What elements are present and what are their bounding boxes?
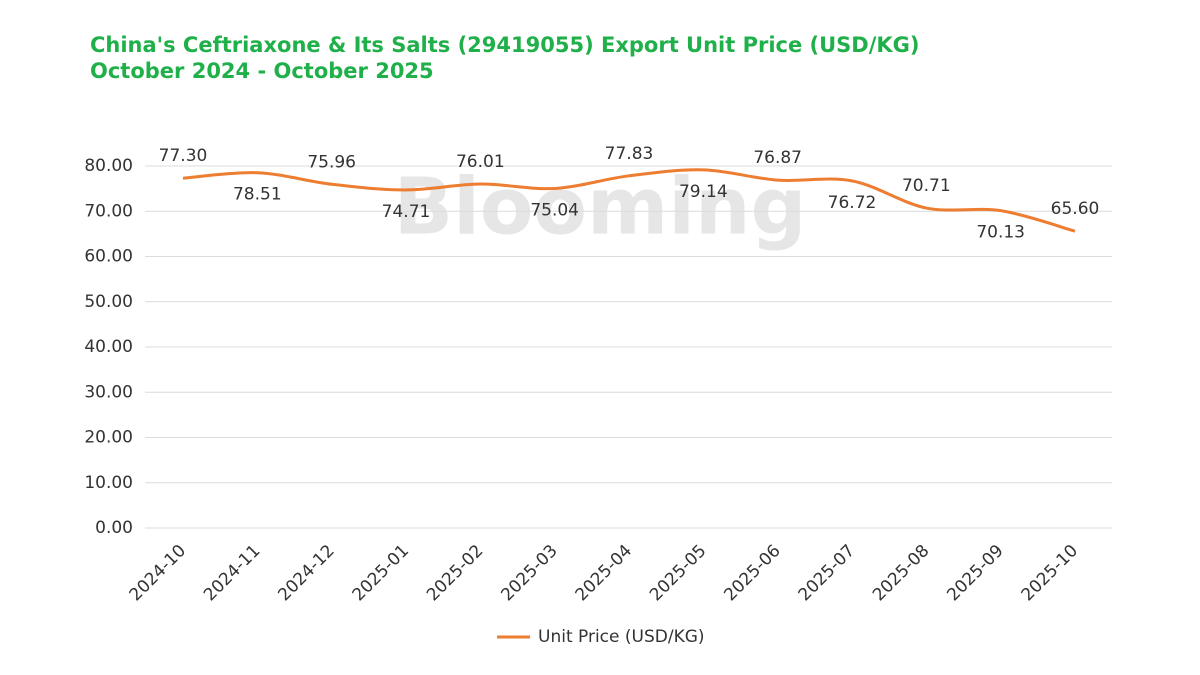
data-label: 70.13 [976, 223, 1025, 243]
data-label: 65.60 [1051, 199, 1100, 219]
chart-title: China's Ceftriaxone & Its Salts (2941905… [90, 33, 920, 57]
data-label: 79.14 [679, 182, 728, 202]
line [182, 168, 1076, 233]
x-tick-label: 2025-04 [572, 541, 636, 605]
x-tick-label: 2025-06 [720, 541, 784, 605]
y-tick-label: 30.00 [84, 382, 133, 402]
data-label: 78.51 [233, 185, 282, 205]
x-tick-label: 2025-03 [497, 541, 561, 605]
x-tick-label: 2025-02 [423, 541, 487, 605]
y-tick-label: 70.00 [84, 201, 133, 221]
y-tick-label: 40.00 [84, 337, 133, 357]
data-label: 76.01 [456, 152, 505, 172]
x-tick-label: 2025-10 [1018, 541, 1082, 605]
y-tick-label: 20.00 [84, 428, 133, 448]
watermark: Blooming [394, 162, 807, 252]
x-tick-label: 2024-11 [200, 541, 264, 605]
data-label: 77.83 [605, 144, 654, 164]
legend-label: Unit Price (USD/KG) [538, 627, 705, 647]
x-tick-label: 2024-10 [126, 541, 190, 605]
x-tick-label: 2024-12 [274, 541, 338, 605]
data-label: 77.30 [159, 146, 208, 166]
data-label: 75.96 [307, 152, 356, 172]
y-tick-label: 60.00 [84, 247, 133, 267]
x-tick-label: 2025-09 [943, 541, 1007, 605]
y-tick-label: 10.00 [84, 473, 133, 493]
data-label: 76.87 [753, 148, 802, 168]
y-tick-label: 0.00 [95, 518, 133, 538]
x-tick-label: 2025-07 [795, 541, 859, 605]
data-label: 70.71 [902, 176, 951, 196]
y-tick-label: 50.00 [84, 292, 133, 312]
data-label: 76.72 [828, 193, 877, 213]
data-label: 74.71 [382, 202, 431, 222]
chart-subtitle: October 2024 - October 2025 [90, 59, 434, 83]
y-tick-label: 80.00 [84, 156, 133, 176]
x-tick-label: 2025-01 [349, 541, 413, 605]
data-label: 75.04 [530, 200, 579, 220]
x-tick-label: 2025-05 [646, 541, 710, 605]
x-tick-label: 2025-08 [869, 541, 933, 605]
